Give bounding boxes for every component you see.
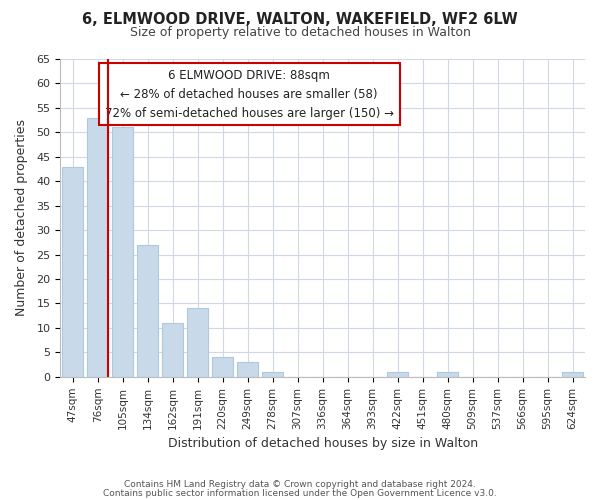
- Bar: [262, 372, 283, 377]
- Bar: [562, 372, 583, 377]
- Bar: [187, 308, 208, 377]
- Text: 6, ELMWOOD DRIVE, WALTON, WAKEFIELD, WF2 6LW: 6, ELMWOOD DRIVE, WALTON, WAKEFIELD, WF2…: [82, 12, 518, 28]
- Y-axis label: Number of detached properties: Number of detached properties: [15, 120, 28, 316]
- Bar: [112, 128, 133, 377]
- Bar: [62, 166, 83, 377]
- Text: Contains HM Land Registry data © Crown copyright and database right 2024.: Contains HM Land Registry data © Crown c…: [124, 480, 476, 489]
- Bar: [437, 372, 458, 377]
- Text: Contains public sector information licensed under the Open Government Licence v3: Contains public sector information licen…: [103, 488, 497, 498]
- Bar: [87, 118, 108, 377]
- Bar: [387, 372, 408, 377]
- Text: Size of property relative to detached houses in Walton: Size of property relative to detached ho…: [130, 26, 470, 39]
- Text: 6 ELMWOOD DRIVE: 88sqm
← 28% of detached houses are smaller (58)
72% of semi-det: 6 ELMWOOD DRIVE: 88sqm ← 28% of detached…: [104, 68, 394, 120]
- Bar: [212, 358, 233, 377]
- Bar: [162, 323, 183, 377]
- Bar: [237, 362, 258, 377]
- X-axis label: Distribution of detached houses by size in Walton: Distribution of detached houses by size …: [167, 437, 478, 450]
- Bar: [137, 245, 158, 377]
